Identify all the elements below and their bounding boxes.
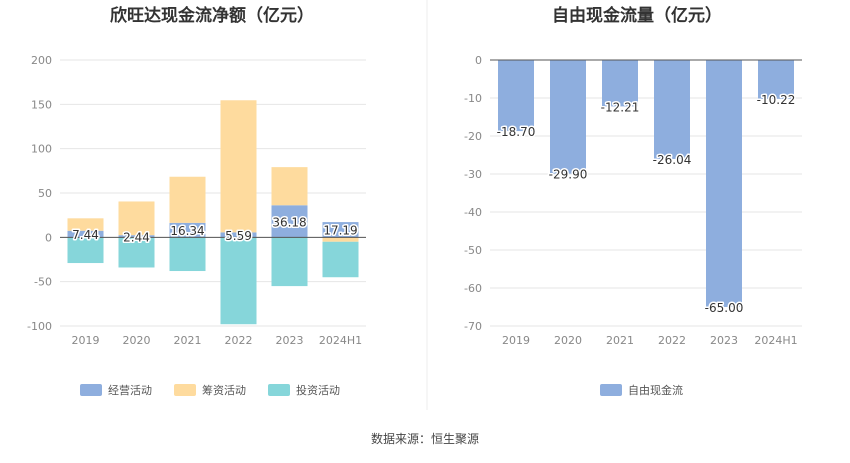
left-bar-financing	[322, 237, 359, 242]
left-y-tick-label: 0	[45, 231, 52, 244]
left-bar-investing	[322, 241, 359, 278]
right-legend-label: 自由现金流	[628, 383, 683, 397]
right-chart-legend: 自由现金流	[600, 383, 683, 397]
left-bar-operating	[322, 222, 359, 238]
right-legend-swatch-free_cash_flow	[600, 384, 622, 396]
left-bar-financing	[118, 201, 155, 236]
right-data-label: -18.70	[497, 125, 536, 139]
right-y-tick-label: -60	[464, 282, 482, 295]
left-data-label: 2.44	[123, 230, 150, 244]
left-data-label: 36.18	[272, 215, 306, 229]
right-y-tick-label: -20	[464, 130, 482, 143]
right-y-tick-label: -50	[464, 244, 482, 257]
left-data-label: 5.59	[225, 229, 252, 243]
left-legend-label: 经营活动	[108, 383, 152, 397]
left-y-tick-label: 150	[31, 98, 52, 111]
left-x-tick-label: 2023	[276, 334, 304, 347]
right-x-tick-label: 2020	[554, 334, 582, 347]
right-x-tick-label: 2022	[658, 334, 686, 347]
right-x-tick-label: 2024H1	[754, 334, 797, 347]
right-y-tick-label: -70	[464, 320, 482, 333]
right-chart-title: 自由现金流量（亿元）	[552, 5, 722, 26]
left-y-tick-label: 50	[38, 187, 52, 200]
left-legend-label: 筹资活动	[202, 383, 246, 397]
left-bar-investing	[220, 237, 257, 325]
right-bar-free_cash_flow	[498, 60, 534, 132]
left-data-label: 16.34	[170, 224, 204, 238]
left-y-tick-label: -50	[34, 276, 52, 289]
right-y-tick-label: 0	[475, 54, 482, 67]
left-chart-legend: 经营活动 筹资活动 投资活动	[80, 383, 340, 397]
left-data-label: 17.19	[323, 224, 357, 238]
left-bar-operating	[118, 235, 155, 238]
right-data-label: -12.21	[601, 100, 640, 114]
left-bar-investing	[271, 237, 308, 287]
data-source-note: 数据来源：恒生聚源	[370, 432, 479, 446]
left-bar-investing	[169, 237, 206, 272]
right-data-label: -65.00	[705, 301, 744, 315]
right-y-tick-label: -40	[464, 206, 482, 219]
left-bar-financing	[271, 167, 308, 206]
left-chart-title: 欣旺达现金流净额（亿元）	[110, 5, 314, 26]
left-bar-investing	[67, 237, 104, 264]
right-data-label: -10.22	[757, 93, 796, 107]
left-bar-operating	[67, 230, 104, 238]
right-y-tick-label: -30	[464, 168, 482, 181]
left-legend-swatch-financing	[174, 384, 196, 396]
left-legend-swatch-investing	[268, 384, 290, 396]
right-x-tick-label: 2021	[606, 334, 634, 347]
left-chart-plot: -100 -50 0 50 100 150 200 2019 2020 2021 2022 2023 2…	[27, 54, 366, 347]
left-x-tick-label: 2024H1	[319, 334, 362, 347]
left-x-tick-label: 2022	[225, 334, 253, 347]
right-x-tick-label: 2023	[710, 334, 738, 347]
left-legend-label: 投资活动	[296, 383, 340, 397]
left-y-tick-label: -100	[27, 320, 52, 333]
left-bar-operating	[271, 205, 308, 238]
left-x-tick-label: 2020	[123, 334, 151, 347]
left-bar-operating	[169, 222, 206, 238]
left-bar-investing	[118, 237, 155, 268]
left-x-tick-label: 2021	[174, 334, 202, 347]
right-bar-free_cash_flow	[602, 60, 638, 107]
right-bar-free_cash_flow	[758, 60, 794, 99]
right-data-label: -26.04	[653, 153, 692, 167]
left-y-tick-label: 200	[31, 54, 52, 67]
left-data-label: 7.44	[72, 228, 99, 242]
right-x-tick-label: 2019	[502, 334, 530, 347]
left-x-tick-label: 2019	[72, 334, 100, 347]
right-bar-free_cash_flow	[654, 60, 690, 159]
left-y-tick-label: 100	[31, 143, 52, 156]
right-chart-plot: -70 -60 -50 -40 -30 -20 -10 0 2019 2020 2021 2022 20…	[464, 54, 802, 347]
right-bar-free_cash_flow	[550, 60, 586, 174]
right-data-label: -29.90	[549, 168, 588, 182]
right-y-tick-label: -10	[464, 92, 482, 105]
right-bar-free_cash_flow	[706, 60, 742, 307]
left-bar-operating	[220, 232, 257, 238]
left-bar-financing	[169, 176, 206, 223]
left-bar-financing	[220, 100, 257, 233]
left-legend-swatch-operating	[80, 384, 102, 396]
left-bar-financing	[67, 218, 104, 231]
